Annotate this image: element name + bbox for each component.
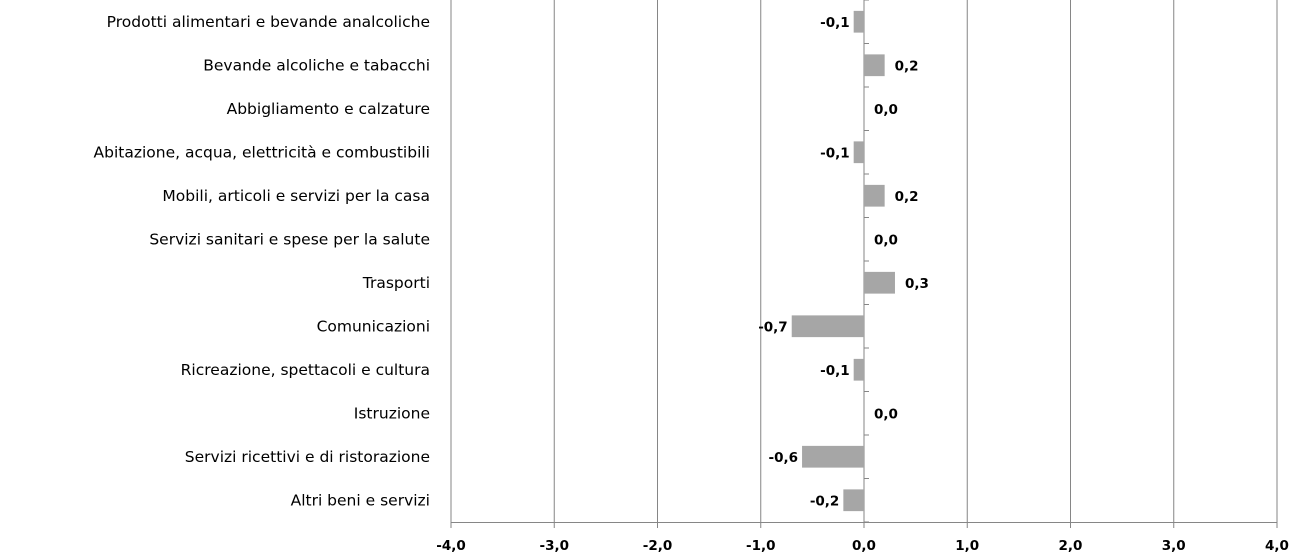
category-label: Trasporti <box>362 274 430 292</box>
x-tick-label: 1,0 <box>955 538 979 554</box>
data-label: -0,7 <box>758 319 788 335</box>
x-tick-label: -2,0 <box>643 538 673 554</box>
data-label: -0,2 <box>810 493 840 509</box>
data-label: -0,1 <box>820 15 850 31</box>
bar-11 <box>843 489 864 512</box>
bar-7 <box>791 315 864 338</box>
data-label: 0,2 <box>895 189 919 205</box>
x-tick-label: -4,0 <box>436 538 466 554</box>
category-label: Comunicazioni <box>317 317 430 335</box>
category-label: Ricreazione, spettacoli e cultura <box>181 361 430 379</box>
bar-8 <box>853 358 864 381</box>
bar-10 <box>802 445 864 468</box>
x-tick-label: 4,0 <box>1265 538 1289 554</box>
data-label: 0,3 <box>905 276 929 292</box>
data-label: 0,0 <box>874 406 898 422</box>
category-label: Istruzione <box>354 404 430 422</box>
x-tick-label: 3,0 <box>1162 538 1186 554</box>
data-label: 0,2 <box>895 58 919 74</box>
x-tick-label: 2,0 <box>1059 538 1083 554</box>
x-tick-label: 0,0 <box>852 538 876 554</box>
data-label: 0,0 <box>874 232 898 248</box>
bar-1 <box>864 54 885 77</box>
category-label: Altri beni e servizi <box>291 491 430 509</box>
category-label: Prodotti alimentari e bevande analcolich… <box>107 13 430 31</box>
category-label: Servizi sanitari e spese per la salute <box>149 230 430 248</box>
bar-0 <box>853 10 864 33</box>
data-label: 0,0 <box>874 102 898 118</box>
data-label: -0,1 <box>820 145 850 161</box>
bar-6 <box>864 271 895 294</box>
category-label: Abitazione, acqua, elettricità e combust… <box>94 143 431 161</box>
category-label: Servizi ricettivi e di ristorazione <box>185 448 430 466</box>
category-label: Abbigliamento e calzature <box>227 100 430 118</box>
bar-3 <box>853 141 864 164</box>
category-label: Bevande alcoliche e tabacchi <box>203 56 430 74</box>
data-label: -0,6 <box>769 450 799 466</box>
category-label: Mobili, articoli e servizi per la casa <box>162 187 430 205</box>
data-label: -0,1 <box>820 363 850 379</box>
x-tick-label: -3,0 <box>539 538 569 554</box>
x-tick-label: -1,0 <box>746 538 776 554</box>
bar-4 <box>864 184 885 207</box>
